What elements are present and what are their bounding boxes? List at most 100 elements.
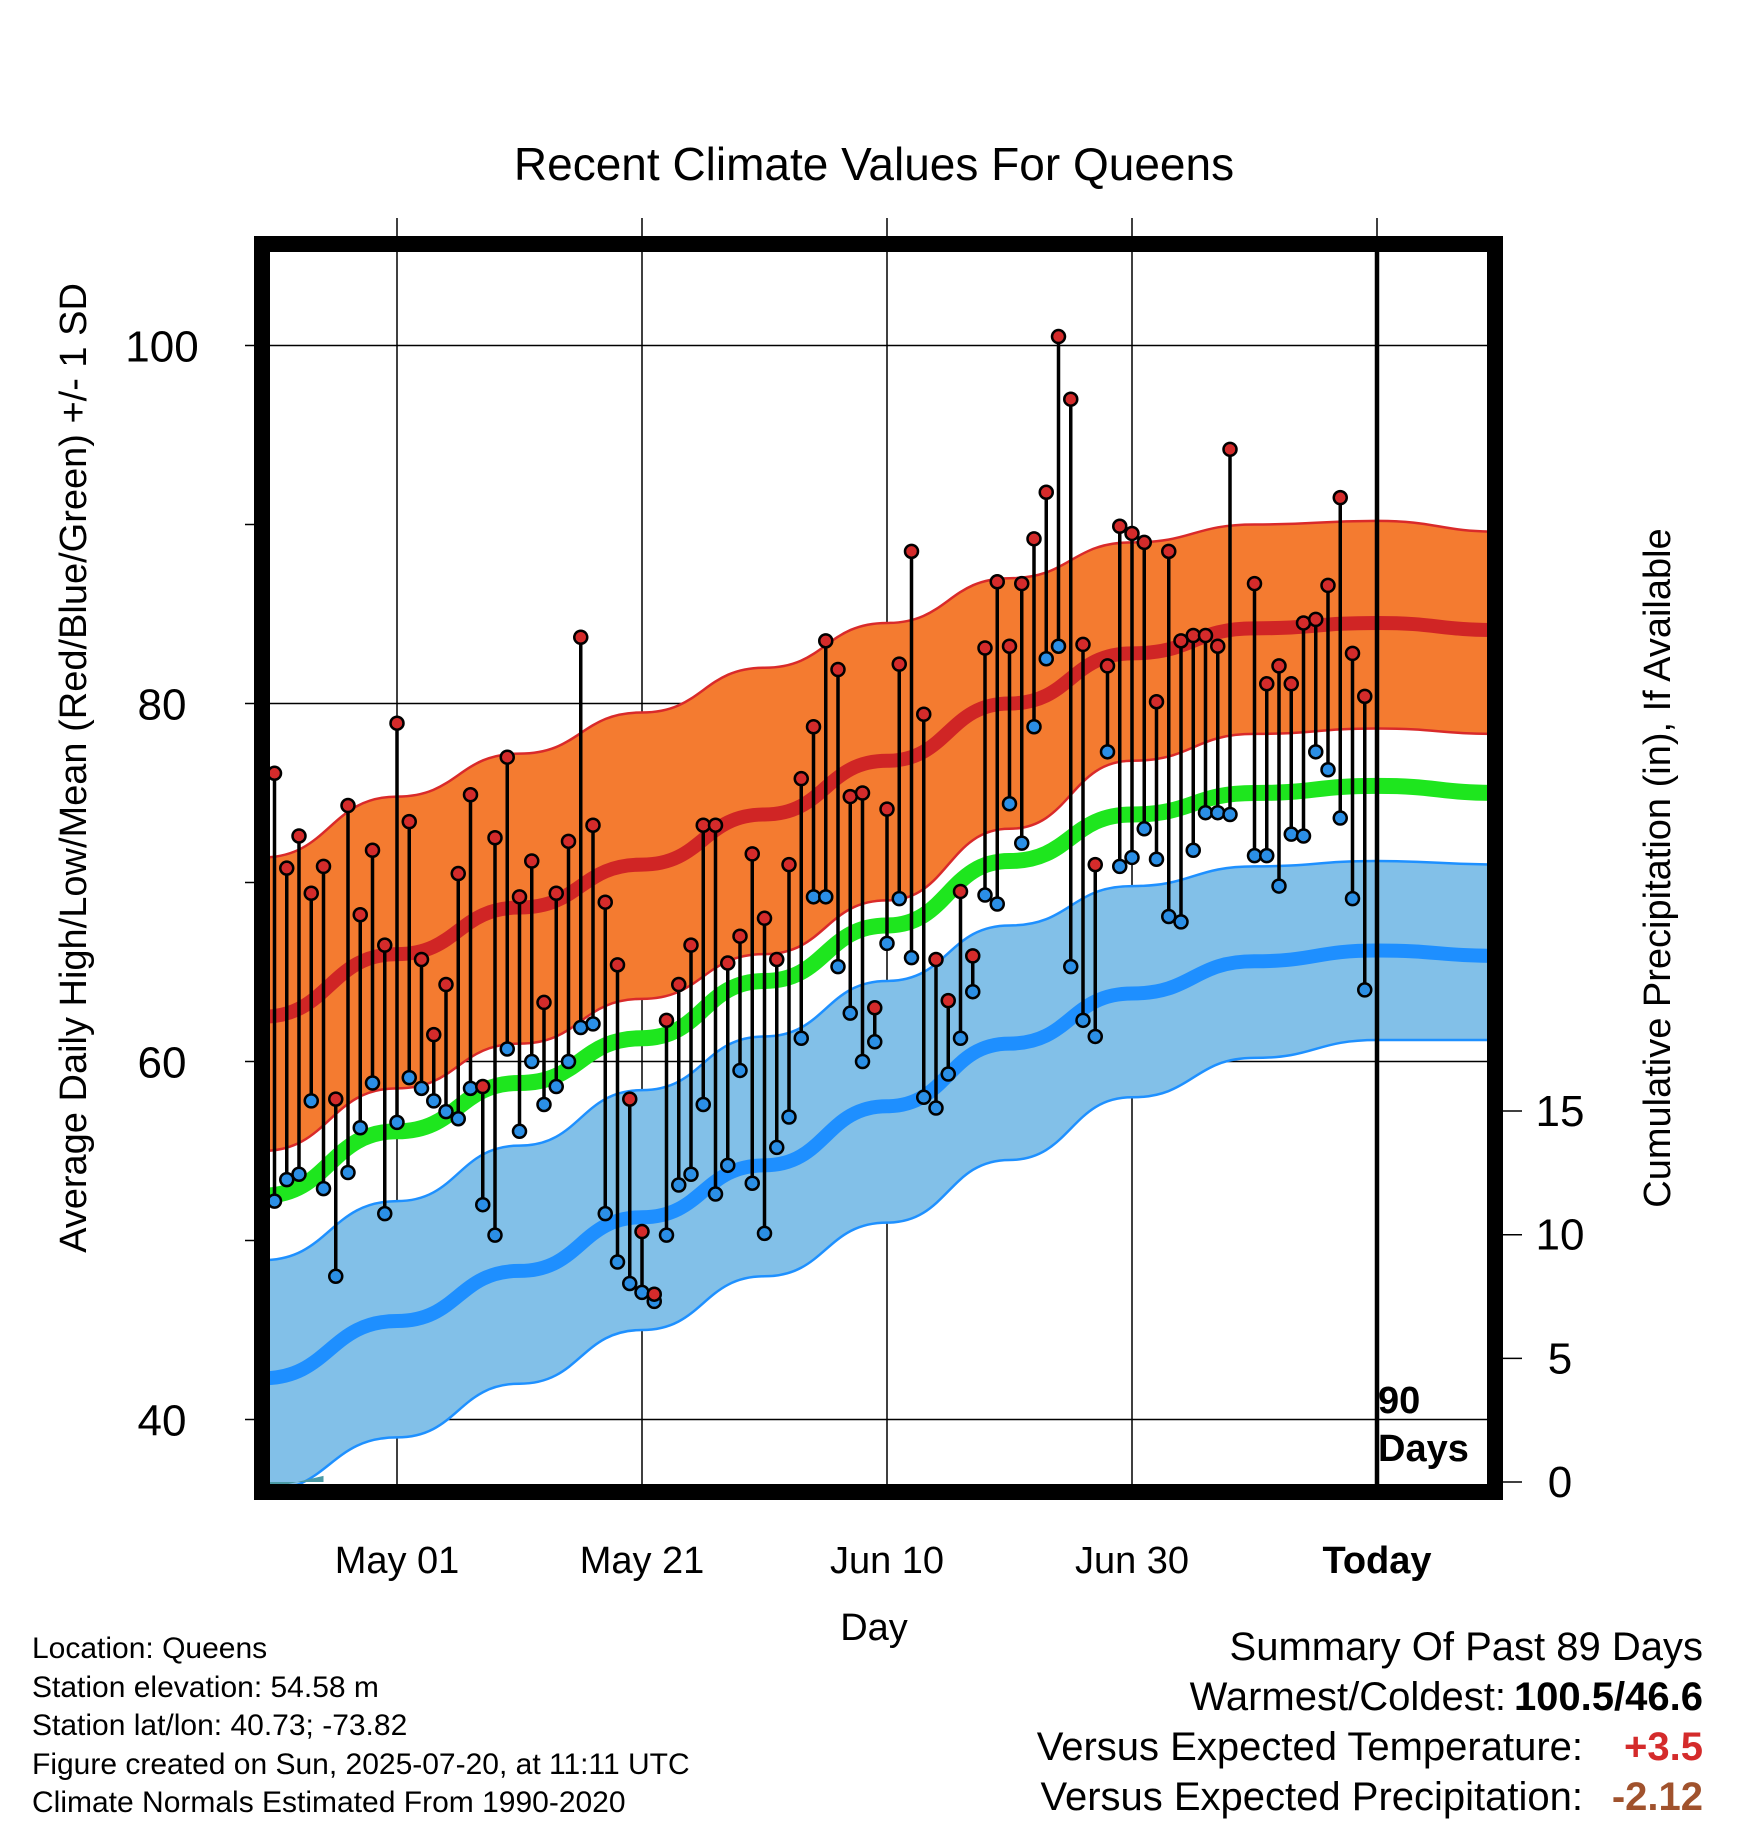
location-text: Location: Queens [32,1632,268,1665]
low-point-10 [377,1205,393,1222]
high-point-67 [1075,636,1091,653]
high-point-31 [634,1223,650,1240]
low-point-14 [426,1093,442,1109]
low-point-84 [1295,828,1312,844]
low-point-12 [401,1069,417,1086]
low-point-2 [279,1171,295,1188]
low-point-49 [854,1053,871,1070]
high-point-87 [1332,489,1348,506]
low-point-85 [1308,744,1324,760]
low-point-4 [303,1093,319,1109]
x-tick-label-4: Today [1322,1540,1431,1582]
low-point-70 [1112,858,1128,875]
high-point-64 [1038,484,1054,501]
low-point-59 [977,887,993,903]
low-point-67 [1075,1012,1091,1029]
low-point-22 [524,1053,540,1070]
low-point-47 [830,958,846,975]
low-point-54 [916,1089,932,1106]
high-point-86 [1320,577,1336,594]
low-point-41 [756,1225,773,1242]
high-point-83 [1283,676,1299,692]
low-point-29 [609,1254,626,1270]
high-point-84 [1295,615,1312,631]
today-days-label-1: Days [1378,1428,1469,1470]
high-point-48 [842,788,858,805]
low-point-43 [781,1109,797,1125]
y-axis-label: Average Daily High/Low/Mean (Red/Blue/Gr… [53,283,95,1253]
high-point-39 [732,928,748,944]
low-point-62 [1014,835,1030,851]
low-point-72 [1136,821,1152,837]
high-point-41 [756,910,773,927]
y-tick-label-3: 100 [125,323,198,372]
high-point-72 [1136,534,1152,551]
summary-warmest-row: Warmest/Coldest: 100.5/46.6 [1037,1672,1703,1722]
temp-value: +3.5 [1624,1725,1703,1769]
high-point-43 [781,856,797,873]
low-point-39 [732,1062,748,1079]
low-point-44 [793,1030,809,1046]
low-point-66 [1063,958,1079,975]
low-point-30 [622,1275,638,1292]
low-point-8 [352,1119,368,1136]
high-point-14 [426,1026,442,1043]
high-point-42 [769,951,785,968]
low-point-5 [315,1180,332,1197]
high-point-13 [413,951,430,968]
low-point-52 [891,890,907,907]
x-tick-label-0: May 01 [335,1540,460,1582]
low-point-89 [1357,982,1373,998]
low-point-24 [548,1078,564,1095]
high-point-82 [1271,658,1287,674]
low-point-73 [1148,851,1165,867]
high-point-2 [279,860,295,876]
normals-text: Climate Normals Estimated From 1990-2020 [32,1786,626,1819]
precip-label: Versus Expected Precipitation: [1040,1775,1583,1819]
low-point-3 [291,1166,307,1183]
low-point-57 [952,1030,969,1046]
high-point-81 [1259,676,1275,692]
x-tick-label-2: Jun 10 [830,1540,944,1582]
low-point-51 [879,935,895,952]
y-tick-label-2: 80 [138,681,187,730]
low-point-60 [989,896,1005,912]
low-point-63 [1026,719,1042,735]
low-sd-band [267,861,1490,1484]
high-point-6 [328,1091,344,1107]
summary-temp-row: Versus Expected Temperature: +3.5 [1037,1722,1703,1772]
high-point-8 [352,906,368,923]
low-point-18 [475,1196,491,1213]
high-point-30 [622,1091,638,1107]
low-point-48 [842,1005,858,1021]
low-point-6 [328,1268,344,1285]
low-point-11 [389,1114,405,1131]
high-point-15 [438,976,454,993]
low-point-65 [1050,638,1067,654]
low-point-31 [634,1284,650,1301]
low-upper-edge [267,859,1490,1262]
high-point-80 [1246,575,1263,592]
low-point-76 [1185,842,1201,859]
low-point-15 [438,1103,454,1120]
low-point-13 [413,1080,430,1097]
high-point-11 [389,715,405,731]
high-point-24 [548,885,564,901]
low-point-25 [560,1053,577,1070]
low-point-81 [1259,847,1275,864]
low-lower-edge [295,1038,1490,1484]
low-point-82 [1271,878,1287,894]
high-point-69 [1099,658,1116,674]
high-point-37 [707,817,724,833]
low-point-64 [1038,651,1054,667]
temp-label: Versus Expected Temperature: [1036,1725,1583,1769]
high-point-77 [1197,627,1214,644]
x-tick-label-3: Jun 30 [1075,1540,1189,1582]
low-point-58 [965,983,981,1000]
low-point-17 [462,1080,479,1097]
chart-title: Recent Climate Values For Queens [514,138,1234,190]
high-point-46 [818,633,834,649]
high-point-45 [805,719,822,735]
high-point-79 [1222,441,1238,458]
high-point-54 [916,706,932,722]
